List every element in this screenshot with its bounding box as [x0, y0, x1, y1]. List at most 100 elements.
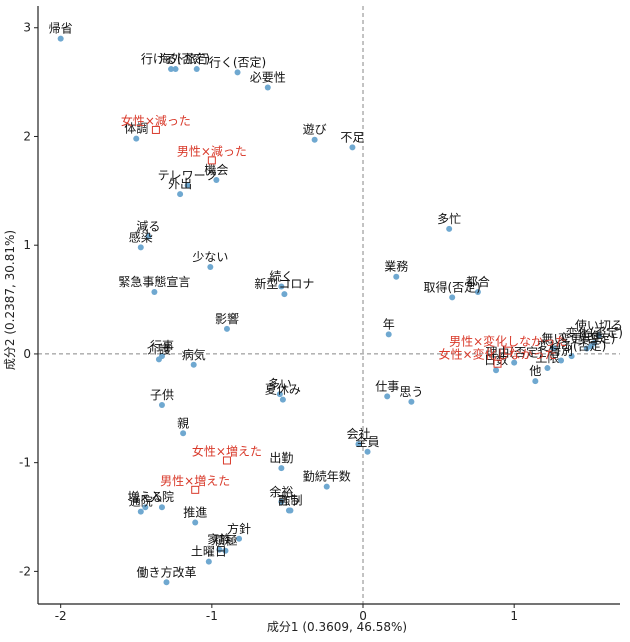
word-point — [393, 273, 400, 280]
word-label: 働き方改革 — [136, 564, 196, 579]
word-point — [177, 191, 184, 198]
word-point — [449, 294, 456, 301]
word-label: 勤続年数 — [303, 469, 351, 484]
category-label: 女性×増えた — [192, 443, 262, 458]
word-label: 業務 — [384, 260, 408, 274]
word-point — [216, 546, 223, 553]
word-label: テレワーク — [158, 168, 218, 182]
word-label: 通院 — [129, 495, 153, 509]
word-point — [278, 465, 285, 472]
word-label: 思う — [399, 385, 423, 399]
word-label: 強制 — [278, 493, 302, 507]
reference-lines — [38, 6, 620, 604]
word-point — [287, 507, 294, 514]
y-tick-label: 0 — [23, 347, 31, 361]
word-label: 変更(否定) — [558, 330, 615, 345]
category-point — [191, 485, 200, 494]
word-label: 年 — [383, 317, 395, 331]
y-tick-label: 2 — [23, 129, 31, 143]
word-label: 多い — [268, 377, 292, 391]
word-point — [349, 144, 356, 151]
word-point — [281, 291, 288, 298]
word-label: 仕事 — [375, 379, 399, 393]
word-label: 会社 — [346, 426, 370, 441]
x-tick-label: -2 — [55, 609, 67, 623]
word-point — [544, 365, 551, 372]
y-tick-label: -1 — [19, 456, 31, 470]
word-point — [311, 136, 318, 143]
word-label: 上限 — [535, 351, 559, 365]
word-label: 体調 — [124, 122, 148, 136]
word-label: 必要性 — [250, 71, 286, 85]
word-label: 帰省 — [49, 22, 73, 36]
word-point — [595, 332, 602, 339]
word-label: 言う — [277, 493, 301, 507]
word-point — [408, 398, 415, 405]
word-point — [145, 233, 152, 240]
word-point — [222, 547, 229, 554]
word-label: 介護 — [147, 341, 171, 356]
word-point — [532, 378, 539, 385]
word-label: 旅行 — [185, 52, 209, 66]
word-point — [588, 343, 595, 350]
word-point — [207, 263, 214, 270]
x-tick-label: 0 — [359, 609, 367, 623]
category-label: 男性×減った — [177, 143, 247, 158]
category-point — [504, 346, 513, 355]
word-point — [155, 356, 162, 363]
word-label: 都合 — [466, 274, 490, 289]
word-label: 新型コロナ — [254, 276, 314, 291]
word-label: 変わる(否定) — [537, 338, 606, 353]
word-point — [264, 84, 271, 91]
word-label: 不足 — [340, 130, 364, 144]
word-label: 取得(否定) — [424, 279, 481, 294]
word-point — [137, 244, 144, 251]
word-label: 少ない — [192, 250, 228, 264]
word-label: 出勤 — [269, 451, 293, 465]
x-tick-label: 1 — [510, 609, 518, 623]
word-label: 増える — [128, 490, 164, 504]
word-label: 減る — [136, 219, 160, 234]
word-label: 親 — [177, 416, 189, 430]
x-axis-label: 成分1 (0.3609, 46.58%) — [267, 620, 407, 634]
word-label: 行ける(否定) — [141, 51, 210, 66]
word-point — [355, 441, 362, 448]
word-point — [583, 345, 590, 352]
word-label: 土曜日 — [191, 545, 227, 559]
word-label: 理由(否定) — [485, 345, 542, 360]
word-label: 感染 — [129, 229, 153, 244]
word-point — [158, 504, 165, 511]
category-point — [151, 125, 160, 134]
word-label: 病気 — [182, 347, 206, 362]
word-label: 積極 — [213, 533, 237, 548]
word-point — [550, 345, 557, 352]
word-point — [190, 361, 197, 368]
y-tick-label: 3 — [23, 21, 31, 35]
word-label: 外出 — [168, 177, 192, 191]
word-point — [234, 69, 241, 76]
word-label: 機会 — [204, 162, 228, 177]
word-label: 使い切る — [575, 317, 623, 332]
word-point — [278, 498, 285, 505]
category-point — [493, 359, 502, 368]
word-label: 緊急事態宣言 — [118, 274, 190, 289]
word-label: 多忙 — [437, 212, 461, 226]
category-label: 女性×減った — [121, 113, 191, 128]
word-point — [223, 325, 230, 332]
word-label: 毎年 — [579, 328, 603, 343]
word-label: 続く — [269, 270, 293, 284]
word-point — [474, 288, 481, 295]
word-point — [279, 396, 286, 403]
word-label: 行事 — [150, 339, 174, 353]
word-point — [385, 331, 392, 338]
category-label: 男性×増えた — [160, 474, 230, 488]
word-point — [205, 558, 212, 565]
word-label: 入院 — [150, 490, 174, 504]
category-points: 女性×減った男性×減った男性×変化しなかった女性×変化しなかった女性×増えた男性… — [121, 113, 567, 494]
word-point — [493, 367, 500, 374]
word-label: 特別 — [549, 342, 573, 357]
word-label: 他 — [529, 364, 541, 378]
word-label: 家族 — [207, 532, 231, 547]
